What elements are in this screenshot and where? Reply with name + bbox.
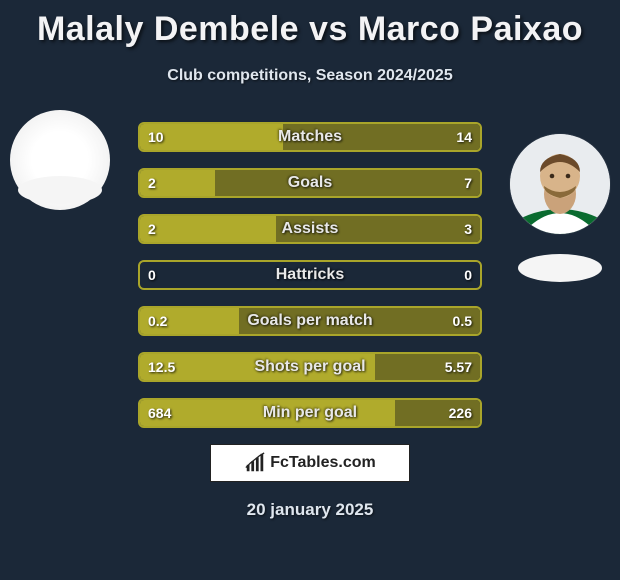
stat-bars: 1014Matches 27Goals 23Assists 0 0Hattricks 0.… [138, 122, 482, 444]
avatar-portrait-icon [510, 134, 610, 234]
chart-icon [244, 452, 266, 474]
player2-flag [518, 254, 602, 282]
bar-fill-right [239, 308, 480, 334]
stat-row: 1014Matches [138, 122, 482, 152]
source-name: FcTables.com [270, 454, 376, 472]
bar-fill-right [215, 170, 480, 196]
comparison-title: Malaly Dembele vs Marco Paixao [0, 0, 620, 49]
bar-fill-left [140, 216, 276, 242]
player1-name: Malaly Dembele [37, 10, 299, 48]
player1-flag [18, 176, 102, 204]
bar-fill-right [375, 354, 480, 380]
bar-fill-right [276, 216, 480, 242]
stat-row: 0.20.5Goals per match [138, 306, 482, 336]
date-text: 20 january 2025 [0, 500, 620, 520]
bar-fill-left [140, 124, 283, 150]
stat-row: 684226Min per goal [138, 398, 482, 428]
player2-avatar [510, 134, 610, 234]
bar-fill-right [283, 124, 480, 150]
stat-value-right: 0 [464, 262, 472, 288]
bar-fill-right [395, 400, 480, 426]
stat-row: 23Assists [138, 214, 482, 244]
bar-fill-left [140, 170, 215, 196]
stat-value-left: 0 [148, 262, 156, 288]
subtitle: Club competitions, Season 2024/2025 [0, 67, 620, 85]
bar-fill-left [140, 400, 395, 426]
stat-row: 27Goals [138, 168, 482, 198]
stat-row: 12.55.57Shots per goal [138, 352, 482, 382]
player2-name: Marco Paixao [358, 10, 583, 48]
bar-fill-left [140, 354, 375, 380]
vs-text: vs [309, 10, 348, 48]
bar-fill-left [140, 308, 239, 334]
stat-label: Hattricks [140, 262, 480, 288]
stat-row: 0 0Hattricks [138, 260, 482, 290]
source-logo: FcTables.com [210, 444, 410, 482]
